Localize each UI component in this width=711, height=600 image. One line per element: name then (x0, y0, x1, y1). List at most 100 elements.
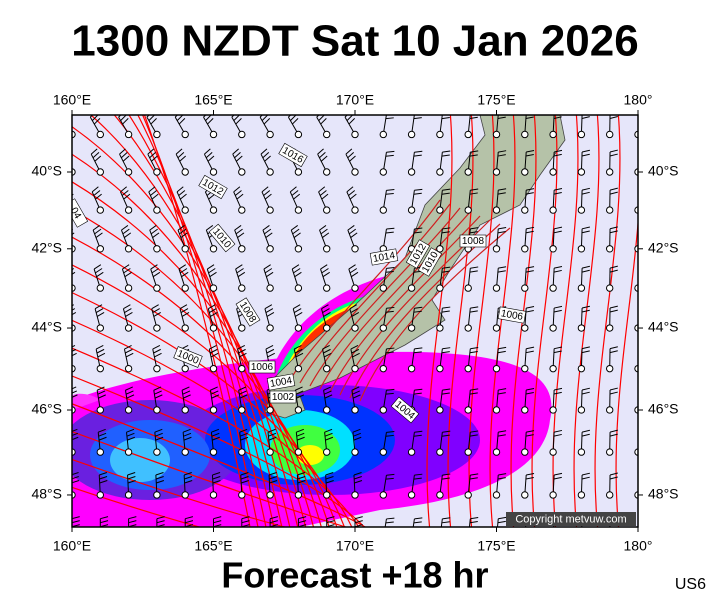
station (323, 448, 331, 456)
barb-feather (323, 352, 332, 358)
barb-feather (470, 347, 479, 350)
barb-feather (525, 392, 534, 395)
barb-feather (385, 270, 394, 273)
barb-feather (413, 310, 422, 313)
barb-feather (96, 271, 104, 278)
barb-feather (442, 388, 451, 391)
barb-feather (96, 312, 105, 317)
barb-feather (319, 152, 326, 159)
barb-feather (152, 232, 160, 238)
barb-feather (413, 477, 422, 480)
barb-feather (296, 428, 304, 433)
barb-feather (268, 472, 277, 476)
footer: Forecast +18 hr (221, 555, 488, 596)
station (606, 364, 614, 373)
barb-feather (525, 154, 534, 157)
barb-feather (498, 516, 507, 520)
barb-feather (295, 390, 304, 395)
station (295, 535, 301, 541)
barb-feather (352, 390, 361, 395)
barb-feather (498, 388, 507, 391)
station (464, 448, 472, 456)
station (521, 491, 529, 499)
station (238, 364, 246, 373)
station (153, 324, 161, 332)
station (464, 130, 472, 139)
station (549, 130, 557, 139)
barb-feather (322, 345, 330, 350)
barb-feather (321, 304, 329, 310)
barb-feather (126, 432, 135, 437)
barb-feather (269, 480, 278, 484)
isobar-label-box (173, 346, 203, 368)
barb-feather (94, 228, 102, 235)
barb-feather (125, 348, 133, 354)
barb-feather (294, 308, 302, 314)
barb-feather (497, 434, 506, 437)
station (436, 168, 444, 176)
isobar (72, 264, 338, 527)
barb-feather (441, 434, 450, 437)
station (124, 364, 133, 373)
barb-feather (237, 271, 246, 278)
station (549, 364, 557, 373)
station (294, 364, 303, 373)
lon-label-bottom: 165°E (194, 538, 232, 554)
barb-feather (124, 345, 132, 350)
barb-feather (119, 148, 126, 155)
barb-feather (322, 271, 330, 278)
barb-feather (268, 432, 277, 437)
barb-feather (91, 115, 99, 121)
barb-feather (234, 152, 241, 159)
barb-feather (126, 428, 135, 433)
barb-feather (293, 268, 301, 274)
barb-feather (413, 231, 422, 234)
station (323, 245, 331, 253)
barb-feather (525, 434, 534, 437)
lon-label-top: 160°E (53, 92, 91, 108)
product-code: US6 (675, 576, 706, 593)
barb-feather (526, 388, 535, 391)
barb-feather (442, 347, 451, 350)
barb-feather (176, 186, 184, 193)
barb-feather (92, 225, 100, 231)
station (379, 168, 387, 176)
barb-feather (349, 304, 358, 310)
barb-feather (233, 186, 241, 193)
barb-shaft (468, 518, 471, 527)
barb-feather (319, 190, 327, 196)
station (238, 324, 246, 332)
copyright-box (506, 512, 636, 526)
station (181, 448, 189, 456)
barb-feather (151, 155, 158, 162)
station (266, 406, 274, 414)
barb-feather (180, 193, 187, 200)
barb-feather (469, 434, 478, 437)
barb-feather (265, 232, 273, 238)
isobar-label-box (248, 360, 276, 374)
barb-feather (154, 352, 162, 358)
isobar (573, 115, 600, 527)
station (464, 364, 472, 373)
isobar-label-box (269, 390, 297, 404)
station (294, 168, 303, 176)
barb-feather (553, 269, 562, 273)
barb-feather (179, 304, 188, 310)
barb-feather (264, 155, 271, 162)
barb-feather (290, 115, 297, 121)
station (351, 491, 359, 499)
isobar-label-box (390, 396, 420, 424)
barb-feather (96, 386, 105, 391)
station (606, 245, 614, 253)
barb-feather (525, 350, 534, 354)
station (153, 168, 161, 176)
barb-feather (353, 436, 362, 441)
barb-feather (72, 271, 76, 275)
barb-feather (553, 191, 562, 195)
lat-label-left: 46°S (31, 401, 62, 417)
barb-shaft (72, 286, 73, 289)
station (407, 130, 416, 139)
isobar-label-text: 1008 (462, 236, 485, 247)
barb-feather (154, 390, 162, 395)
barb-feather (323, 348, 331, 354)
